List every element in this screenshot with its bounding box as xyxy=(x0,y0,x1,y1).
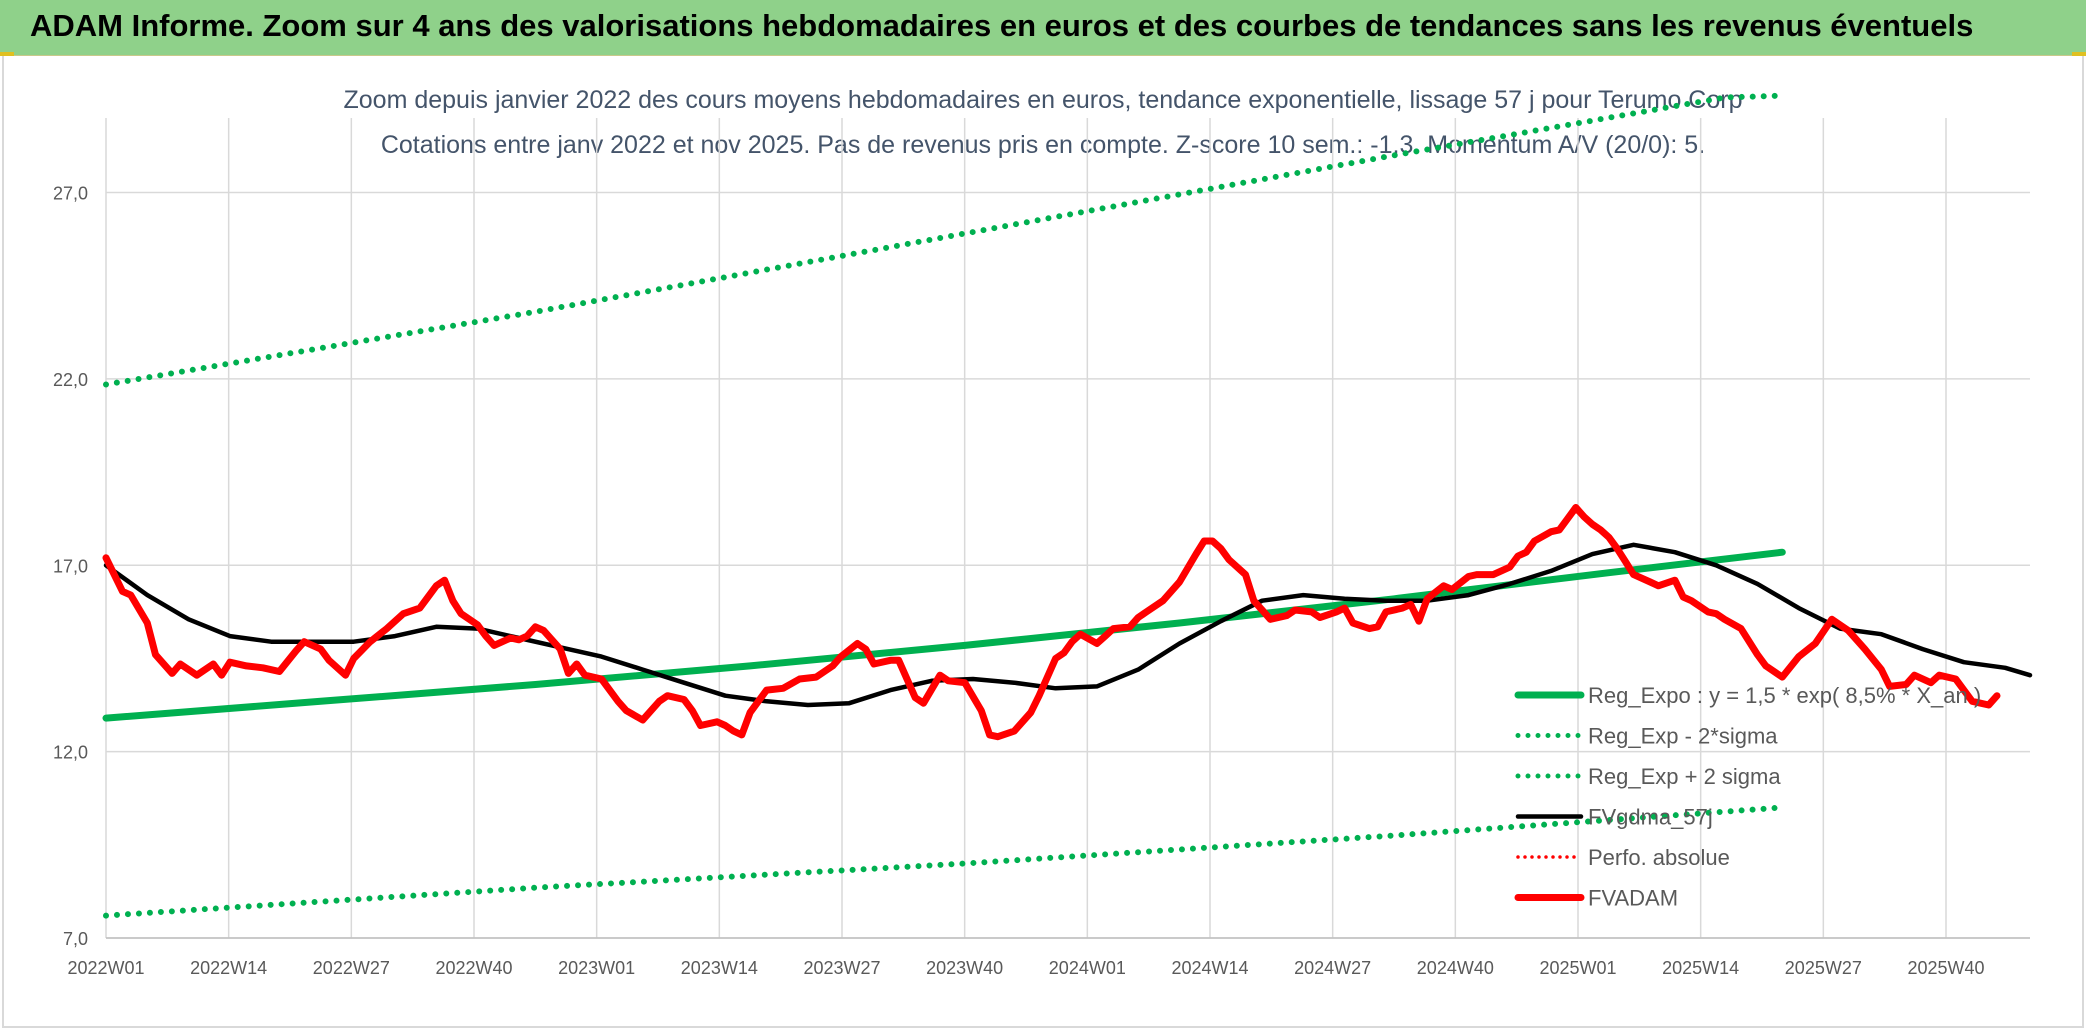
series-line-reg-expo-y-1-5-exp-8-5-x-an xyxy=(102,548,1786,722)
banner-accent-left xyxy=(0,52,14,56)
x-tick-label: 2024W01 xyxy=(1049,958,1126,978)
x-tick-label: 2022W14 xyxy=(190,958,267,978)
x-tick-label: 2023W14 xyxy=(681,958,758,978)
x-axis-tick-labels: 2022W01 2022W14 2022W27 2022W40 2023W01 2023W… xyxy=(67,958,1984,978)
x-tick-label: 2022W40 xyxy=(435,958,512,978)
y-tick-label: 27,0 xyxy=(53,184,88,204)
x-tick-label: 2022W27 xyxy=(313,958,390,978)
x-tick-label: 2024W27 xyxy=(1294,958,1371,978)
banner-accent-right xyxy=(2072,52,2086,56)
x-tick-label: 2025W40 xyxy=(1907,958,1984,978)
legend: Reg_Expo : y = 1,5 * exp( 8,5% * X_an ) R… xyxy=(1514,683,1981,911)
x-tick-label: 2022W01 xyxy=(67,958,144,978)
legend-label: Reg_Expo : y = 1,5 * exp( 8,5% * X_an ) xyxy=(1588,683,1981,708)
legend-label: Reg_Exp - 2*sigma xyxy=(1588,724,1778,749)
y-tick-label: 12,0 xyxy=(53,743,88,763)
series-line-fvadam xyxy=(102,504,2001,741)
y-tick-label: 17,0 xyxy=(53,556,88,576)
chart-title-line1: Zoom depuis janvier 2022 des cours moyen… xyxy=(344,86,1743,114)
x-tick-label: 2023W01 xyxy=(558,958,635,978)
series-line-reg-exp-2-sigma xyxy=(103,92,1786,388)
x-tick-label: 2023W40 xyxy=(926,958,1003,978)
x-tick-label: 2023W27 xyxy=(803,958,880,978)
x-tick-label: 2025W14 xyxy=(1662,958,1739,978)
chart-title-line2: Cotations entre janv 2022 et nov 2025. P… xyxy=(381,131,1705,159)
x-tick-label: 2025W01 xyxy=(1539,958,1616,978)
chart-frame xyxy=(2,56,2084,1028)
x-tick-label: 2025W27 xyxy=(1785,958,1862,978)
x-tick-label: 2024W14 xyxy=(1171,958,1248,978)
title-banner: ADAM Informe. Zoom sur 4 ans des valoris… xyxy=(0,0,2086,56)
y-tick-label: 7,0 xyxy=(63,929,88,949)
x-tick-label: 2024W40 xyxy=(1417,958,1494,978)
y-tick-label: 22,0 xyxy=(53,370,88,390)
series-line-reg-exp-2-sigma xyxy=(103,804,1786,919)
legend-label: FVADAM xyxy=(1588,886,1678,911)
grid-lines xyxy=(105,118,2030,939)
series-line-fvgdma-57j xyxy=(103,542,2033,708)
legend-label: Perfo. absolue xyxy=(1588,845,1730,870)
legend-label: Reg_Exp + 2 sigma xyxy=(1588,764,1781,789)
report-title: ADAM Informe. Zoom sur 4 ans des valoris… xyxy=(30,8,1974,43)
legend-label: FVgdma_57j xyxy=(1588,805,1713,830)
y-axis-tick-labels: 7,0 12,0 17,0 22,0 27,0 xyxy=(53,184,88,949)
plot-area xyxy=(102,92,2033,919)
